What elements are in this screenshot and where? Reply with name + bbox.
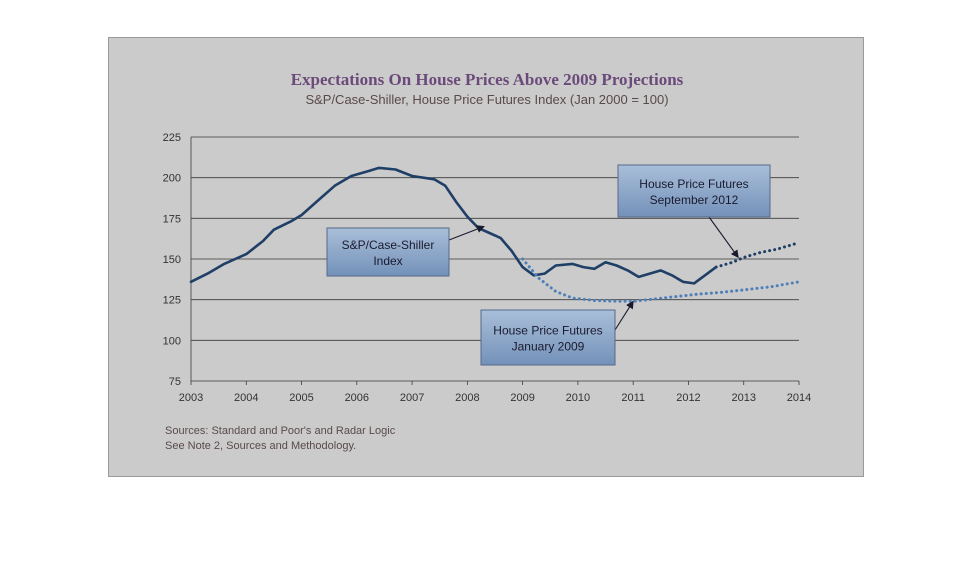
y-tick-label-225: 225	[163, 132, 181, 144]
y-tick-label-200: 200	[163, 173, 181, 185]
y-tick-label-125: 125	[163, 295, 181, 307]
chart-subtitle: S&P/Case-Shiller, House Price Futures In…	[305, 92, 668, 107]
chart-frame: Expectations On House Prices Above 2009 …	[108, 37, 864, 477]
x-tick-label-2005: 2005	[289, 392, 313, 404]
callout-arrow-2	[614, 300, 634, 331]
callout-label-1-0: House Price Futures	[639, 177, 748, 191]
callout-label-0-1: Index	[373, 254, 402, 268]
y-tick-label-100: 100	[163, 335, 181, 347]
source-line-1: Sources: Standard and Poor's and Radar L…	[165, 425, 396, 437]
callout-arrow-1	[708, 216, 739, 259]
series-line-2	[521, 257, 801, 303]
series-line-1	[714, 241, 801, 269]
y-tick-label-175: 175	[163, 213, 181, 225]
x-tick-label-2010: 2010	[566, 392, 590, 404]
callout-label-2-0: House Price Futures	[493, 324, 602, 338]
x-tick-label-2013: 2013	[731, 392, 755, 404]
callout-label-0-0: S&P/Case-Shiller	[342, 238, 435, 252]
callout-arrow-0	[448, 225, 485, 241]
series-line-0	[189, 166, 718, 285]
x-tick-label-2012: 2012	[676, 392, 700, 404]
callout-box-2	[480, 309, 616, 366]
x-tick-label-2008: 2008	[455, 392, 479, 404]
x-tick-label-2004: 2004	[234, 392, 258, 404]
callout-label-2-1: January 2009	[512, 340, 585, 354]
callout-box-0	[326, 227, 450, 277]
x-tick-label-2003: 2003	[179, 392, 203, 404]
source-line-2: See Note 2, Sources and Methodology.	[165, 440, 356, 452]
y-tick-label-150: 150	[163, 254, 181, 266]
chart-svg: Expectations On House Prices Above 2009 …	[163, 70, 812, 452]
x-tick-label-2009: 2009	[510, 392, 534, 404]
x-tick-label-2006: 2006	[345, 392, 369, 404]
x-tick-label-2007: 2007	[400, 392, 424, 404]
x-tick-label-2014: 2014	[787, 392, 811, 404]
callout-label-1-1: September 2012	[650, 193, 739, 207]
callout-box-1	[617, 164, 771, 218]
x-tick-label-2011: 2011	[621, 392, 645, 404]
chart-title: Expectations On House Prices Above 2009 …	[291, 70, 684, 89]
y-tick-label-75: 75	[169, 376, 181, 388]
